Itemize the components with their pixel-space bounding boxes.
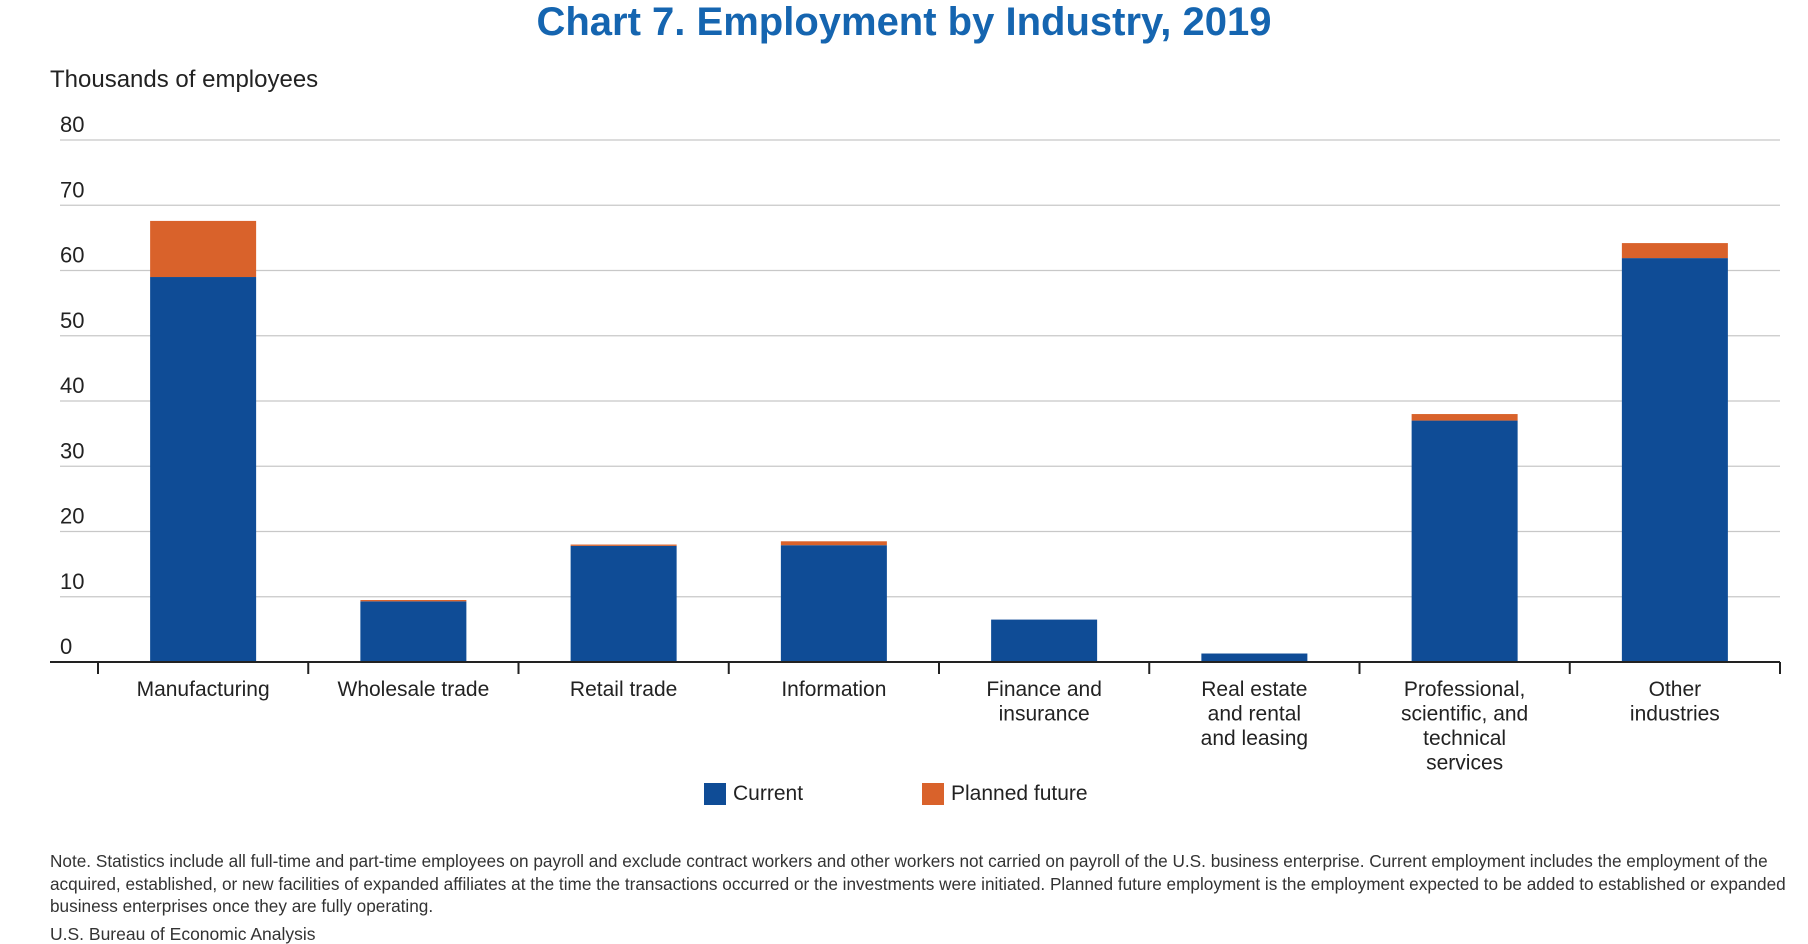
bar-current: [1201, 653, 1308, 662]
y-tick-label: 60: [60, 243, 84, 268]
x-tick-label-line: Wholesale trade: [338, 678, 490, 701]
x-tick-label-line: and rental: [1208, 703, 1301, 726]
x-tick-label-line: services: [1426, 752, 1503, 775]
y-tick-label: 50: [60, 308, 84, 333]
x-tick-label-line: Real estate: [1201, 678, 1307, 701]
x-tick-label: Information: [781, 678, 886, 701]
y-tick-label: 80: [60, 112, 84, 137]
y-tick-label: 30: [60, 438, 84, 463]
x-tick-label: Wholesale trade: [338, 678, 490, 701]
y-tick-label: 70: [60, 177, 84, 202]
bar-current: [780, 545, 887, 662]
y-tick-label: 20: [60, 504, 84, 529]
x-tick-label-line: technical: [1423, 727, 1506, 750]
x-tick-label-line: Other: [1649, 678, 1702, 701]
bar-current: [570, 545, 677, 662]
x-tick-label: Retail trade: [570, 678, 677, 701]
legend-item-planned: Planned future: [922, 782, 1088, 806]
x-tick-label-line: insurance: [999, 703, 1090, 726]
bar-current: [360, 601, 467, 662]
legend: Current Planned future: [0, 782, 1808, 812]
bar-planned-future: [570, 544, 677, 546]
x-tick-label: Finance and insurance: [986, 678, 1102, 726]
x-tick-label-line: Professional,: [1404, 678, 1525, 701]
x-tick-label-line: Manufacturing: [137, 678, 270, 701]
bar-current: [1621, 258, 1728, 662]
x-tick-label-line: Finance and: [986, 678, 1102, 701]
chart-source: U.S. Bureau of Economic Analysis: [50, 924, 316, 944]
y-tick-label: 40: [60, 373, 84, 398]
bar-planned-future: [780, 541, 887, 546]
x-tick-label-line: industries: [1630, 703, 1720, 726]
bar-planned-future: [360, 600, 467, 602]
y-tick-label: 0: [60, 634, 72, 659]
legend-label-current: Current: [733, 782, 804, 805]
y-tick-label: 10: [60, 569, 84, 594]
x-tick-label: Manufacturing: [137, 678, 270, 701]
bar-current: [991, 619, 1098, 662]
chart-title: Chart 7. Employment by Industry, 2019: [536, 0, 1272, 44]
x-tick-label-line: scientific, and: [1401, 703, 1528, 726]
bar-planned-future: [1411, 414, 1518, 421]
chart-note: Note. Statistics include all full-time a…: [50, 851, 1786, 916]
x-tick-label: Other industries: [1630, 678, 1720, 726]
bar-planned-future: [1621, 243, 1728, 259]
bar-planned-future: [150, 220, 257, 278]
legend-swatch-current: [704, 783, 726, 805]
legend-swatch-planned: [922, 783, 944, 805]
x-tick-label-line: Retail trade: [570, 678, 677, 701]
x-tick-label-line: and leasing: [1201, 727, 1308, 750]
bar-current: [150, 277, 257, 662]
legend-item-current: Current: [704, 782, 803, 806]
bar-current: [1411, 420, 1518, 662]
x-tick-label-line: Information: [781, 678, 886, 701]
x-tick-label: Professional, scientific, and technical ser…: [1401, 678, 1528, 775]
legend-label-planned: Planned future: [951, 782, 1088, 805]
x-tick-label: Real estate and rental and leasing: [1201, 678, 1308, 750]
y-axis-label: Thousands of employees: [50, 66, 319, 93]
